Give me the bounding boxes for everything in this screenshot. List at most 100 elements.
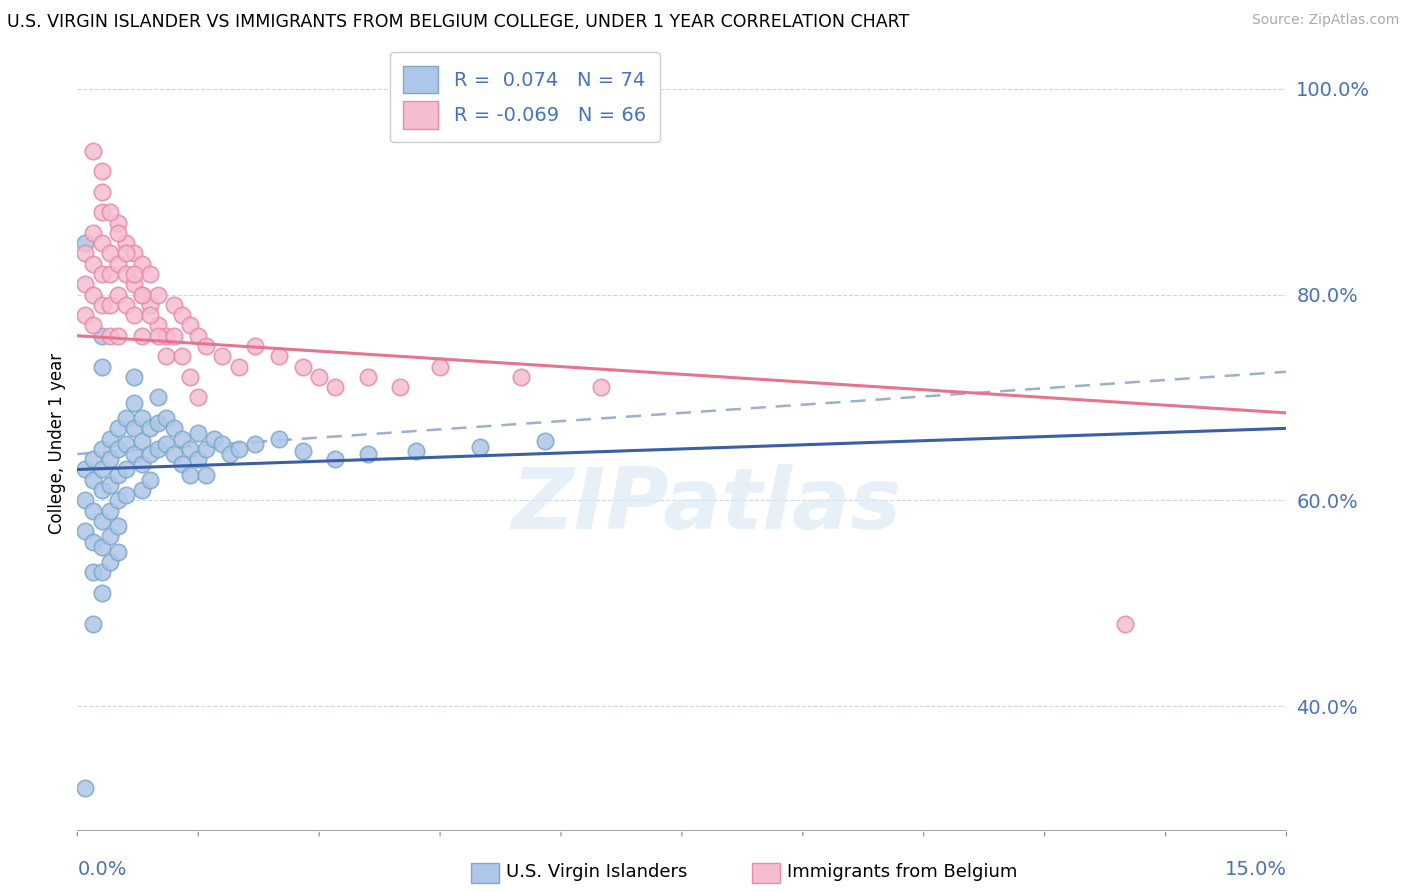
Point xyxy=(107,442,129,456)
Point xyxy=(82,616,104,631)
Point xyxy=(75,308,97,322)
Point xyxy=(172,458,194,472)
Point xyxy=(82,226,104,240)
Point xyxy=(107,421,129,435)
Point xyxy=(139,473,162,487)
Point xyxy=(195,442,218,456)
Point xyxy=(114,298,136,312)
Point xyxy=(122,447,145,461)
Point xyxy=(292,444,315,458)
Point xyxy=(131,458,153,472)
Point xyxy=(211,349,233,363)
Point xyxy=(107,216,129,230)
Text: 15.0%: 15.0% xyxy=(1225,861,1286,880)
Text: U.S. Virgin Islanders: U.S. Virgin Islanders xyxy=(506,863,688,881)
Point xyxy=(90,483,112,497)
Point xyxy=(139,308,162,322)
Point xyxy=(98,267,121,281)
Point xyxy=(82,534,104,549)
Point xyxy=(98,205,121,219)
Point xyxy=(187,426,209,441)
Point xyxy=(98,503,121,517)
Point xyxy=(90,205,112,219)
Point xyxy=(114,236,136,251)
Point xyxy=(146,318,169,333)
Point xyxy=(146,391,169,405)
Point xyxy=(131,483,153,497)
Point xyxy=(534,434,557,448)
Text: Source: ZipAtlas.com: Source: ZipAtlas.com xyxy=(1251,13,1399,28)
Point xyxy=(90,328,112,343)
Point xyxy=(98,478,121,492)
Point xyxy=(139,421,162,435)
Point xyxy=(1114,616,1136,631)
Point xyxy=(323,380,346,394)
Point xyxy=(114,436,136,450)
Point xyxy=(98,555,121,569)
Point xyxy=(179,467,201,482)
Point xyxy=(195,339,218,353)
Point xyxy=(82,566,104,580)
Point xyxy=(122,246,145,260)
Point xyxy=(114,411,136,425)
Point xyxy=(187,452,209,467)
Point xyxy=(429,359,451,374)
Point xyxy=(122,267,145,281)
Point xyxy=(90,236,112,251)
Point xyxy=(211,436,233,450)
Point xyxy=(122,370,145,384)
Text: ZIPatlas: ZIPatlas xyxy=(510,464,901,547)
Text: U.S. VIRGIN ISLANDER VS IMMIGRANTS FROM BELGIUM COLLEGE, UNDER 1 YEAR CORRELATIO: U.S. VIRGIN ISLANDER VS IMMIGRANTS FROM … xyxy=(7,13,910,31)
Point xyxy=(98,529,121,543)
Point xyxy=(90,462,112,476)
Point xyxy=(195,467,218,482)
Point xyxy=(470,440,492,454)
Point xyxy=(179,370,201,384)
Point xyxy=(90,586,112,600)
Point xyxy=(163,298,186,312)
Point xyxy=(243,436,266,450)
Point xyxy=(219,447,242,461)
Point xyxy=(122,308,145,322)
Point xyxy=(155,411,177,425)
Point xyxy=(90,298,112,312)
Point xyxy=(90,566,112,580)
Point xyxy=(187,391,209,405)
Point xyxy=(82,318,104,333)
Y-axis label: College, Under 1 year: College, Under 1 year xyxy=(48,353,66,534)
Point xyxy=(146,416,169,430)
Point xyxy=(90,514,112,528)
Point xyxy=(98,298,121,312)
Point xyxy=(155,328,177,343)
Point xyxy=(122,277,145,292)
Point xyxy=(131,434,153,448)
Point xyxy=(75,493,97,508)
Point xyxy=(98,246,121,260)
Point xyxy=(509,370,531,384)
Point xyxy=(139,267,162,281)
Point xyxy=(267,432,290,446)
Point xyxy=(146,328,169,343)
Point xyxy=(90,267,112,281)
Point xyxy=(292,359,315,374)
Point xyxy=(82,257,104,271)
Point xyxy=(107,467,129,482)
Point xyxy=(131,257,153,271)
Point xyxy=(131,287,153,301)
Point xyxy=(107,545,129,559)
Point xyxy=(90,442,112,456)
Point xyxy=(172,308,194,322)
Point xyxy=(228,359,250,374)
Point xyxy=(107,226,129,240)
Point xyxy=(146,442,169,456)
Legend: R =  0.074   N = 74, R = -0.069   N = 66: R = 0.074 N = 74, R = -0.069 N = 66 xyxy=(389,53,659,143)
Point xyxy=(107,287,129,301)
Point xyxy=(75,236,97,251)
Point xyxy=(179,442,201,456)
Point xyxy=(591,380,613,394)
Point xyxy=(172,349,194,363)
Point xyxy=(114,246,136,260)
Text: Immigrants from Belgium: Immigrants from Belgium xyxy=(787,863,1018,881)
Point xyxy=(98,432,121,446)
Point xyxy=(82,473,104,487)
